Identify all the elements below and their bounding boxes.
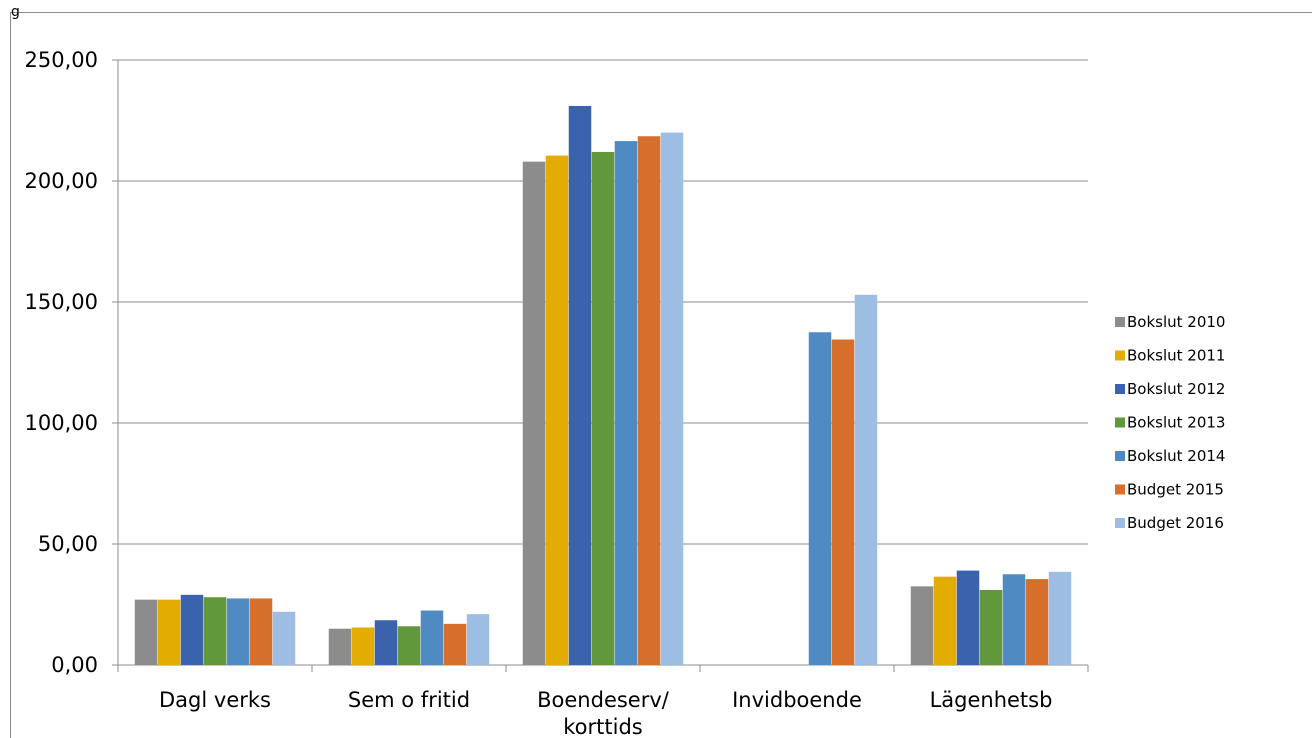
x-axis-labels: Dagl verks Sem o fritid Boendeserv/korttid… bbox=[159, 688, 1052, 738]
legend-label: Budget 2016 bbox=[1127, 514, 1224, 532]
bar bbox=[910, 586, 934, 665]
y-tick-label: 250,00 bbox=[25, 48, 98, 72]
y-axis-ticks: 0,00 50,00 100,00 150,00 200,00 250,00 bbox=[25, 48, 118, 677]
x-category-label: Boendeserv/ bbox=[537, 688, 670, 712]
corner-text: g bbox=[11, 4, 20, 20]
bar bbox=[180, 594, 204, 665]
bar bbox=[328, 628, 352, 665]
bar bbox=[808, 332, 832, 665]
legend-item[interactable]: Bokslut 2012 bbox=[1115, 380, 1225, 398]
x-category-label: korttids bbox=[563, 715, 642, 738]
legend-swatch bbox=[1115, 518, 1125, 528]
y-tick-label: 50,00 bbox=[38, 532, 98, 556]
bar bbox=[249, 598, 273, 665]
y-tick-label: 0,00 bbox=[51, 653, 98, 677]
x-category-label: Invidboende bbox=[732, 688, 862, 712]
x-category-label: Dagl verks bbox=[159, 688, 271, 712]
legend-item[interactable]: Bokslut 2014 bbox=[1115, 447, 1225, 465]
legend-label: Budget 2015 bbox=[1127, 481, 1224, 499]
legend-label: Bokslut 2012 bbox=[1127, 380, 1225, 398]
bar bbox=[660, 132, 684, 666]
y-tick-label: 200,00 bbox=[25, 169, 98, 193]
legend-item[interactable]: Bokslut 2010 bbox=[1115, 313, 1225, 331]
bar bbox=[1048, 571, 1072, 665]
y-tick-label: 150,00 bbox=[25, 290, 98, 314]
bar bbox=[568, 105, 592, 666]
bar bbox=[203, 597, 227, 665]
bar bbox=[226, 598, 250, 665]
bar bbox=[397, 626, 421, 665]
bar bbox=[351, 627, 375, 665]
bar bbox=[134, 599, 158, 665]
bar bbox=[1002, 574, 1026, 665]
chart-frame: g bbox=[10, 4, 1312, 738]
bar bbox=[979, 589, 1003, 665]
bar bbox=[443, 623, 467, 665]
bar bbox=[522, 161, 546, 665]
bar bbox=[854, 294, 878, 665]
legend-label: Bokslut 2014 bbox=[1127, 447, 1225, 465]
legend-item[interactable]: Budget 2015 bbox=[1115, 481, 1224, 499]
bar bbox=[591, 151, 615, 665]
legend-item[interactable]: Bokslut 2013 bbox=[1115, 414, 1225, 432]
legend-item[interactable]: Bokslut 2011 bbox=[1115, 347, 1225, 365]
bar bbox=[157, 599, 181, 665]
bar bbox=[831, 339, 855, 665]
legend-swatch bbox=[1115, 317, 1125, 327]
bar bbox=[933, 576, 957, 665]
legend-label: Bokslut 2011 bbox=[1127, 347, 1225, 365]
bar bbox=[545, 155, 569, 665]
legend-swatch bbox=[1115, 384, 1125, 394]
legend-label: Bokslut 2010 bbox=[1127, 313, 1225, 331]
bar bbox=[272, 611, 296, 665]
legend-label: Bokslut 2013 bbox=[1127, 414, 1225, 432]
legend[interactable]: Bokslut 2010 Bokslut 2011 Bokslut 2012 Boks… bbox=[1115, 313, 1225, 532]
legend-item[interactable]: Budget 2016 bbox=[1115, 514, 1224, 532]
bar bbox=[466, 614, 490, 665]
legend-swatch bbox=[1115, 350, 1125, 361]
bar bbox=[956, 570, 980, 665]
legend-swatch bbox=[1115, 417, 1125, 428]
legend-swatch bbox=[1115, 484, 1125, 495]
bar bbox=[1025, 579, 1049, 665]
bar bbox=[374, 620, 398, 665]
x-category-label: Lägenhetsb bbox=[930, 688, 1053, 712]
legend-swatch bbox=[1115, 451, 1125, 461]
bar bbox=[637, 136, 661, 666]
bar bbox=[420, 610, 444, 665]
y-tick-label: 100,00 bbox=[25, 411, 98, 435]
bars bbox=[134, 105, 1072, 666]
x-category-label: Sem o fritid bbox=[348, 688, 470, 712]
bar bbox=[614, 141, 638, 665]
